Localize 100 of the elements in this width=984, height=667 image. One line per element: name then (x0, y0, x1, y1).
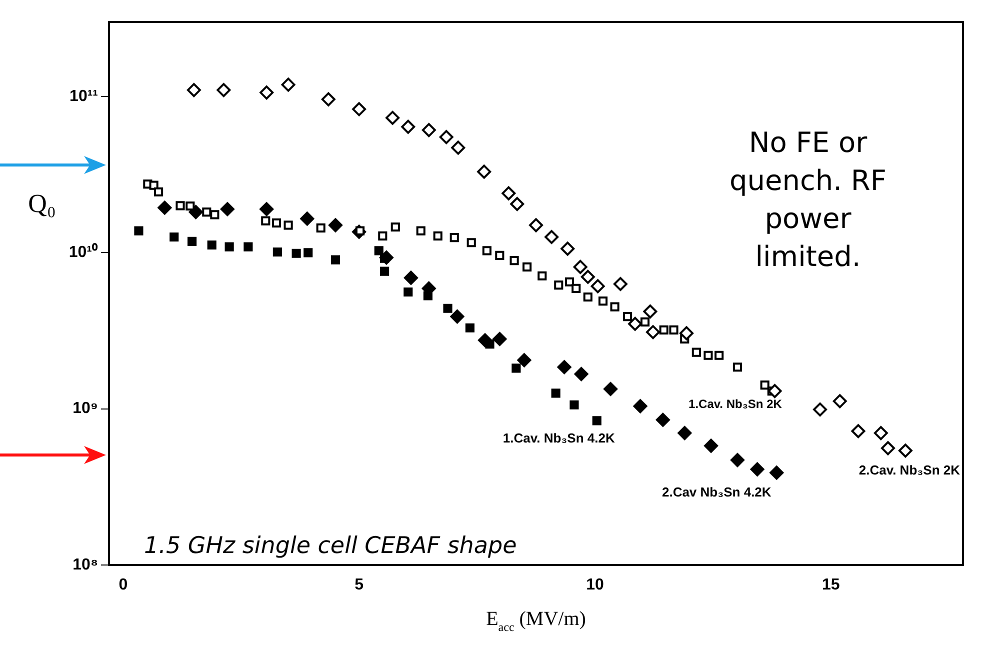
point (374, 246, 384, 256)
point (564, 277, 574, 286)
point (604, 382, 618, 396)
point (557, 360, 572, 374)
point (401, 120, 416, 134)
x-tick-label: 15 (822, 576, 840, 594)
point (216, 83, 231, 98)
point (272, 218, 282, 228)
point (572, 284, 581, 293)
point (220, 202, 234, 216)
point (570, 400, 579, 410)
point (659, 325, 668, 334)
point (477, 164, 492, 179)
point (386, 110, 400, 125)
point (613, 277, 628, 292)
point (628, 316, 642, 331)
point (482, 246, 492, 256)
point (874, 426, 888, 440)
point (261, 216, 270, 226)
point (404, 270, 418, 285)
y-tick-label: 10¹⁰ (68, 243, 98, 262)
point (492, 332, 507, 346)
point (510, 256, 519, 266)
point (439, 130, 454, 144)
point (623, 312, 632, 322)
annotation: 1.5 GHz single cell CEBAF shape (144, 533, 517, 559)
point (416, 226, 426, 236)
point (284, 220, 293, 230)
point (544, 230, 559, 244)
point (704, 438, 718, 453)
point (512, 364, 521, 373)
point (380, 266, 390, 276)
point (517, 353, 532, 368)
point (188, 236, 197, 246)
point (321, 92, 336, 106)
point (760, 380, 770, 390)
point (281, 78, 296, 92)
point (170, 232, 179, 242)
point (898, 444, 912, 458)
point (714, 350, 724, 360)
y-axis-title: Q₀ (28, 189, 56, 218)
point (316, 223, 326, 232)
point (188, 205, 203, 220)
point (466, 238, 476, 248)
point (704, 350, 713, 360)
point (656, 412, 670, 427)
point (538, 271, 547, 280)
point (573, 260, 588, 274)
point (304, 248, 313, 258)
x-tick-label: 0 (118, 576, 128, 594)
point (352, 102, 366, 116)
point (186, 83, 201, 98)
y-tick-label: 10⁹ (72, 400, 98, 418)
point (583, 292, 592, 302)
y-tick-label: 10⁸ (72, 556, 98, 574)
point (592, 416, 602, 426)
point (495, 250, 504, 260)
x-tick-label: 10 (586, 576, 604, 594)
point (750, 462, 764, 476)
point (554, 280, 564, 290)
x-tick-label: 5 (354, 576, 364, 594)
point (580, 270, 595, 284)
point (158, 200, 172, 215)
point (730, 453, 744, 468)
point (134, 226, 144, 236)
point (260, 86, 274, 100)
point (851, 424, 866, 438)
point (465, 323, 474, 332)
point (610, 302, 620, 312)
point (154, 187, 164, 196)
point (560, 242, 575, 256)
point (510, 196, 524, 211)
point (574, 367, 588, 382)
series-label: 2.Cav. Nb₃Sn 2K (858, 462, 961, 478)
point (450, 310, 464, 324)
point (680, 326, 694, 340)
point (598, 296, 608, 306)
point (330, 255, 340, 264)
point (422, 123, 436, 138)
point (300, 212, 314, 226)
point (813, 402, 828, 417)
point (640, 317, 650, 326)
point (590, 279, 605, 294)
point (502, 186, 516, 200)
point (669, 325, 678, 334)
point (443, 304, 452, 313)
point (260, 202, 274, 216)
point (378, 231, 388, 240)
annotation: No FE or quench. RF power limited. (730, 126, 886, 273)
point (450, 233, 459, 242)
point (404, 287, 413, 297)
point (292, 248, 301, 258)
point (522, 262, 532, 272)
y-tick-label: 10¹¹ (70, 88, 98, 105)
series-label: 2.Cav Nb₃Sn 4.2K (662, 484, 772, 500)
point (692, 348, 701, 357)
point (224, 242, 234, 252)
point (643, 304, 658, 319)
point (244, 242, 253, 252)
point (390, 222, 400, 232)
